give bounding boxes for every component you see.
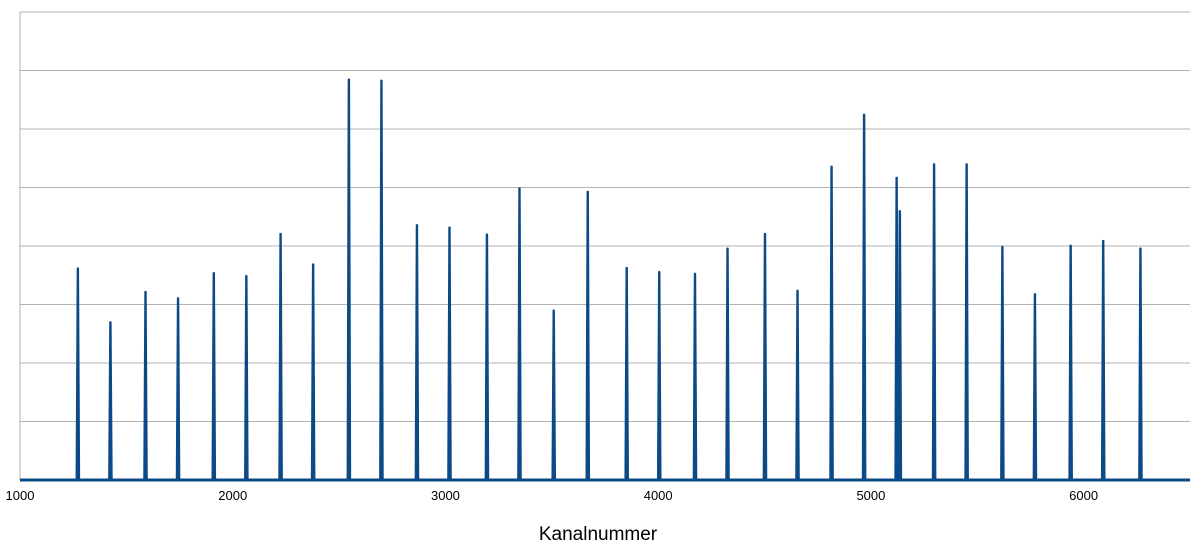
spectrum-peak xyxy=(278,232,283,481)
spectrum-peak xyxy=(447,226,452,481)
spectrum-peak xyxy=(551,309,557,481)
x-tick-label: 2000 xyxy=(218,488,247,503)
spectrum-peak xyxy=(656,270,662,481)
x-tick-label: 6000 xyxy=(1069,488,1098,503)
spectrum-peak xyxy=(414,224,420,481)
x-tick-label: 5000 xyxy=(856,488,885,503)
spectrum-peak xyxy=(897,210,903,481)
spectrum-peak xyxy=(894,176,899,481)
spectrum-peak xyxy=(795,289,800,481)
spectrum-peak xyxy=(1100,239,1106,481)
spectrum-peak xyxy=(211,272,217,481)
spectrum-peak xyxy=(1068,244,1073,481)
x-tick-label: 4000 xyxy=(644,488,673,503)
grid-lines xyxy=(20,11,1190,422)
spectrum-peak xyxy=(762,232,768,481)
spectrum-peak xyxy=(829,165,834,481)
x-tick-label: 1000 xyxy=(6,488,35,503)
spectrum-peak xyxy=(964,163,969,481)
spectrum-peak xyxy=(143,290,148,481)
spectrum-peak xyxy=(1000,245,1005,481)
spectrum-series xyxy=(20,78,1190,482)
x-tick-labels: 1000 2000 3000 4000 5000 6000 xyxy=(6,488,1099,503)
spectrum-peak xyxy=(484,233,490,481)
spectrum-peak xyxy=(517,187,522,481)
spectrum-peak xyxy=(861,113,867,481)
spectrum-peak xyxy=(379,79,384,481)
spectrum-peak xyxy=(244,275,249,481)
spectrum-peak xyxy=(310,263,316,481)
spectrum-peak xyxy=(725,247,730,481)
spectrum-peak xyxy=(931,163,937,481)
spectrum-peak xyxy=(624,266,629,481)
spectrum-peak xyxy=(1138,247,1143,481)
spectrum-peak xyxy=(75,267,81,481)
spectrum-peak xyxy=(692,272,698,481)
spectrum-peak xyxy=(175,297,181,481)
spectrum-peak xyxy=(585,190,591,481)
spectrum-peak xyxy=(1032,293,1038,481)
x-tick-label: 3000 xyxy=(431,488,460,503)
spectrum-peak xyxy=(346,78,352,481)
spectrum-peak xyxy=(108,321,113,481)
x-axis-title: Kanalnummer xyxy=(539,524,658,545)
